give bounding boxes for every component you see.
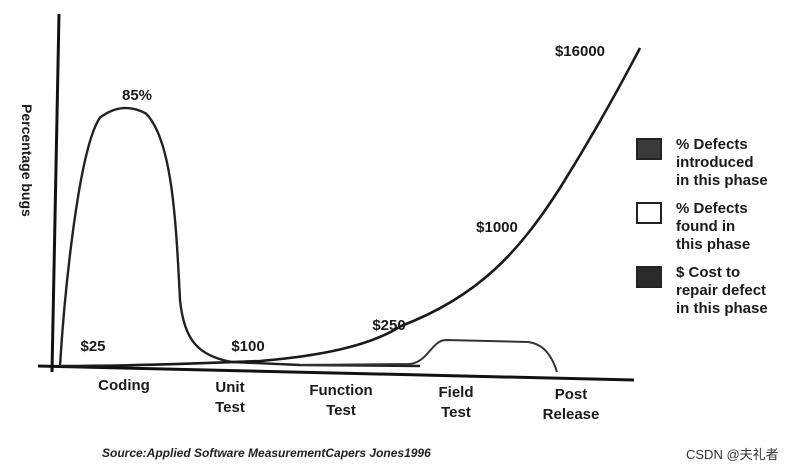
cost-label: $16000 bbox=[555, 43, 605, 60]
y-axis bbox=[50, 13, 61, 373]
cost-label: $100 bbox=[231, 338, 264, 355]
cost-label: $250 bbox=[372, 317, 405, 334]
legend-swatch-icon bbox=[636, 202, 662, 224]
source-note: Source:Applied Software MeasurementCaper… bbox=[102, 446, 431, 460]
series-line-repair-cost bbox=[61, 47, 642, 368]
peak-label: 85% bbox=[122, 87, 152, 104]
legend-item: % Defects introduced in this phase bbox=[636, 136, 801, 190]
watermark: CSDN @夫礼者 bbox=[686, 447, 779, 462]
legend-item: $ Cost to repair defect in this phase bbox=[636, 264, 801, 318]
x-tick-label: Function Test bbox=[309, 382, 372, 419]
legend-label: % Defects found in this phase bbox=[676, 200, 751, 253]
legend-label: $ Cost to repair defect in this phase bbox=[676, 264, 768, 317]
y-axis-label: Percentage bugs bbox=[19, 104, 35, 217]
legend-swatch-icon bbox=[636, 266, 662, 288]
x-tick-label: Field Test bbox=[438, 384, 473, 421]
cost-label: $25 bbox=[80, 338, 105, 355]
series-line-defects-found bbox=[299, 338, 558, 373]
legend-item: % Defects found in this phase bbox=[636, 200, 801, 254]
legend: % Defects introduced in this phase % Defe… bbox=[636, 136, 801, 328]
axes bbox=[37, 13, 635, 382]
legend-label: % Defects introduced in this phase bbox=[676, 136, 768, 189]
x-tick-label: Coding bbox=[98, 377, 150, 394]
series-line-defects-introduced bbox=[58, 106, 421, 368]
cost-label: $1000 bbox=[476, 219, 518, 236]
x-tick-label: Post Release bbox=[543, 386, 600, 423]
labels-layer: Coding Unit Test Function Test Field Test Post R… bbox=[80, 43, 605, 423]
legend-swatch-icon bbox=[636, 138, 662, 160]
x-axis bbox=[37, 364, 635, 382]
x-tick-label: Unit Test bbox=[215, 379, 245, 416]
series-layer bbox=[58, 47, 642, 373]
